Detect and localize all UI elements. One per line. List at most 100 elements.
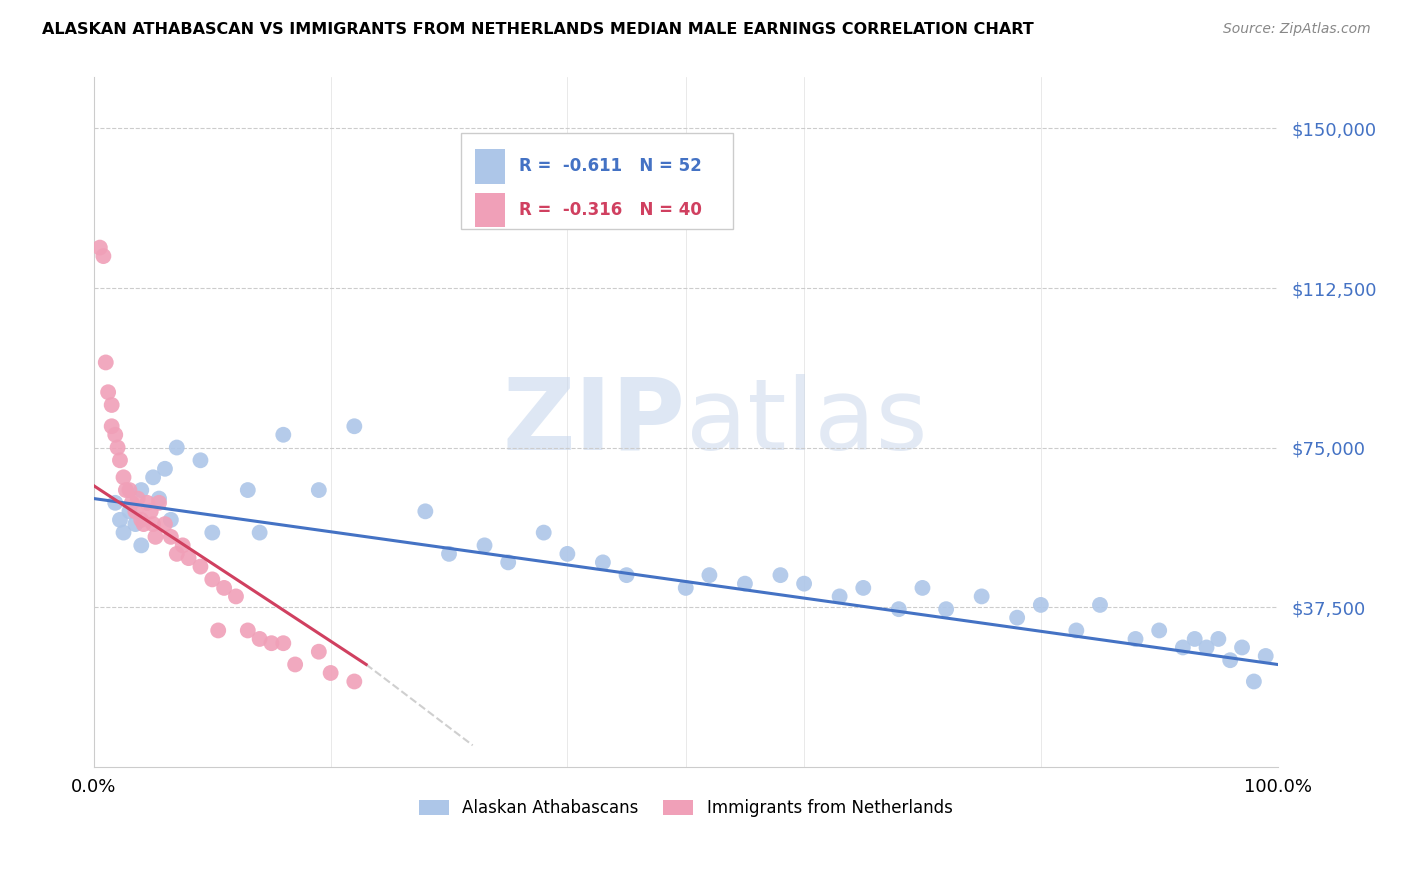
- Point: [127, 491, 149, 506]
- Point: [108, 453, 131, 467]
- Point: [201, 573, 224, 587]
- Point: [100, 419, 122, 434]
- Text: Source: ZipAtlas.com: Source: ZipAtlas.com: [1223, 22, 1371, 37]
- Point: [616, 568, 638, 582]
- Point: [201, 525, 224, 540]
- Point: [1230, 640, 1253, 655]
- Point: [970, 590, 993, 604]
- Point: [118, 504, 141, 518]
- Text: R =  -0.316   N = 40: R = -0.316 N = 40: [519, 201, 702, 219]
- Point: [308, 645, 330, 659]
- Point: [129, 483, 152, 497]
- Point: [115, 483, 138, 497]
- Point: [121, 496, 143, 510]
- Text: ALASKAN ATHABASCAN VS IMMIGRANTS FROM NETHERLANDS MEDIAN MALE EARNINGS CORRELATI: ALASKAN ATHABASCAN VS IMMIGRANTS FROM NE…: [42, 22, 1033, 37]
- Point: [112, 525, 135, 540]
- Point: [166, 547, 188, 561]
- Point: [1243, 674, 1265, 689]
- Point: [249, 525, 271, 540]
- Point: [415, 504, 437, 518]
- Point: [153, 517, 176, 532]
- Point: [1195, 640, 1218, 655]
- Point: [142, 517, 165, 532]
- Point: [112, 470, 135, 484]
- Point: [887, 602, 910, 616]
- Text: R =  -0.611   N = 52: R = -0.611 N = 52: [519, 157, 702, 176]
- Point: [236, 624, 259, 638]
- Point: [207, 624, 229, 638]
- Point: [1066, 624, 1088, 638]
- Point: [343, 674, 366, 689]
- Point: [675, 581, 697, 595]
- Point: [136, 496, 159, 510]
- Bar: [475, 149, 505, 184]
- Point: [769, 568, 792, 582]
- Point: [153, 462, 176, 476]
- Point: [212, 581, 235, 595]
- Point: [236, 483, 259, 497]
- Point: [190, 559, 212, 574]
- Point: [496, 555, 519, 569]
- Point: [129, 538, 152, 552]
- Point: [699, 568, 721, 582]
- Point: [104, 427, 127, 442]
- Point: [1184, 632, 1206, 646]
- Point: [124, 517, 146, 532]
- Point: [100, 398, 122, 412]
- Bar: [475, 193, 505, 227]
- Point: [145, 530, 167, 544]
- Point: [132, 517, 155, 532]
- Text: ZIP: ZIP: [503, 374, 686, 470]
- Point: [1005, 610, 1028, 624]
- Point: [911, 581, 934, 595]
- Point: [271, 427, 294, 442]
- Point: [104, 496, 127, 510]
- Point: [129, 513, 152, 527]
- Point: [1254, 648, 1277, 663]
- Point: [160, 530, 183, 544]
- Point: [249, 632, 271, 646]
- Point: [319, 665, 342, 680]
- Point: [1171, 640, 1194, 655]
- Point: [108, 513, 131, 527]
- Point: [592, 555, 614, 569]
- Point: [93, 249, 115, 263]
- Point: [172, 538, 194, 552]
- Point: [1088, 598, 1111, 612]
- Point: [284, 657, 307, 672]
- Point: [97, 385, 120, 400]
- Point: [1029, 598, 1052, 612]
- Point: [190, 453, 212, 467]
- Point: [935, 602, 957, 616]
- Point: [142, 470, 165, 484]
- Point: [852, 581, 875, 595]
- Point: [107, 441, 129, 455]
- Point: [828, 590, 851, 604]
- Point: [474, 538, 496, 552]
- Point: [1219, 653, 1241, 667]
- Legend: Alaskan Athabascans, Immigrants from Netherlands: Alaskan Athabascans, Immigrants from Net…: [412, 792, 959, 823]
- Point: [148, 496, 170, 510]
- Point: [1125, 632, 1147, 646]
- Point: [1208, 632, 1230, 646]
- Point: [1147, 624, 1170, 638]
- Point: [533, 525, 555, 540]
- Point: [148, 491, 170, 506]
- Point: [734, 576, 756, 591]
- Point: [139, 504, 162, 518]
- Point: [177, 551, 200, 566]
- Point: [260, 636, 283, 650]
- Point: [225, 590, 247, 604]
- Point: [89, 241, 111, 255]
- Point: [557, 547, 579, 561]
- Text: atlas: atlas: [686, 374, 928, 470]
- Point: [793, 576, 815, 591]
- Point: [437, 547, 460, 561]
- Point: [166, 441, 188, 455]
- Point: [94, 355, 117, 369]
- Point: [271, 636, 294, 650]
- Point: [160, 513, 183, 527]
- Point: [124, 504, 146, 518]
- Point: [343, 419, 366, 434]
- Bar: [461, 133, 733, 229]
